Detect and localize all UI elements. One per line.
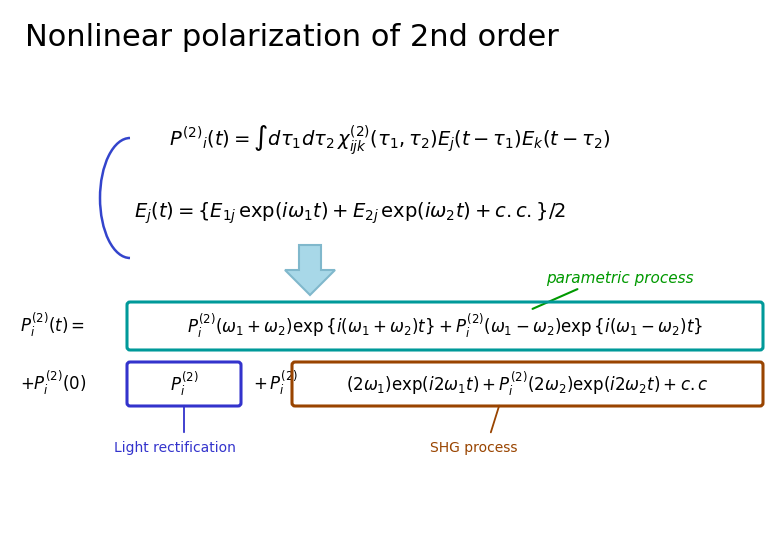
Text: $E_j(t) = \left\{E_{1j}\,\exp(i\omega_1 t)+ E_{2j}\,\exp(i\omega_2 t) + c.c.\rig: $E_j(t) = \left\{E_{1j}\,\exp(i\omega_1 … bbox=[134, 200, 566, 226]
Text: $P_i^{(2)}(t) =$: $P_i^{(2)}(t) =$ bbox=[20, 311, 85, 339]
Text: $+ P_i^{(2)}(0)$: $+ P_i^{(2)}(0)$ bbox=[20, 369, 87, 397]
Text: Nonlinear polarization of 2nd order: Nonlinear polarization of 2nd order bbox=[25, 24, 559, 52]
Text: SHG process: SHG process bbox=[430, 441, 517, 455]
Text: $+\, P_i^{(2)}$: $+\, P_i^{(2)}$ bbox=[253, 369, 298, 397]
Text: $P_i^{(2)}(\omega_1+\omega_2)\exp\{i(\omega_1+\omega_2)t\}+ P_i^{(2)}(\omega_1-\: $P_i^{(2)}(\omega_1+\omega_2)\exp\{i(\om… bbox=[187, 312, 703, 340]
Text: parametric process: parametric process bbox=[546, 271, 694, 286]
Text: Light rectification: Light rectification bbox=[114, 441, 236, 455]
Text: $(2\omega_1)\exp(i2\omega_1 t)+ P_i^{(2)}(2\omega_2)\exp(i2\omega_2 t) + c.c$: $(2\omega_1)\exp(i2\omega_1 t)+ P_i^{(2)… bbox=[346, 370, 708, 398]
Text: $P_i^{(2)}$: $P_i^{(2)}$ bbox=[170, 370, 198, 398]
Text: $P^{(2)}{}_i(t) = \int d\tau_1 d\tau_2\, \chi^{(2)}_{ijk}(\tau_1,\tau_2) E_j(t-\: $P^{(2)}{}_i(t) = \int d\tau_1 d\tau_2\,… bbox=[169, 123, 611, 157]
Polygon shape bbox=[285, 245, 335, 295]
